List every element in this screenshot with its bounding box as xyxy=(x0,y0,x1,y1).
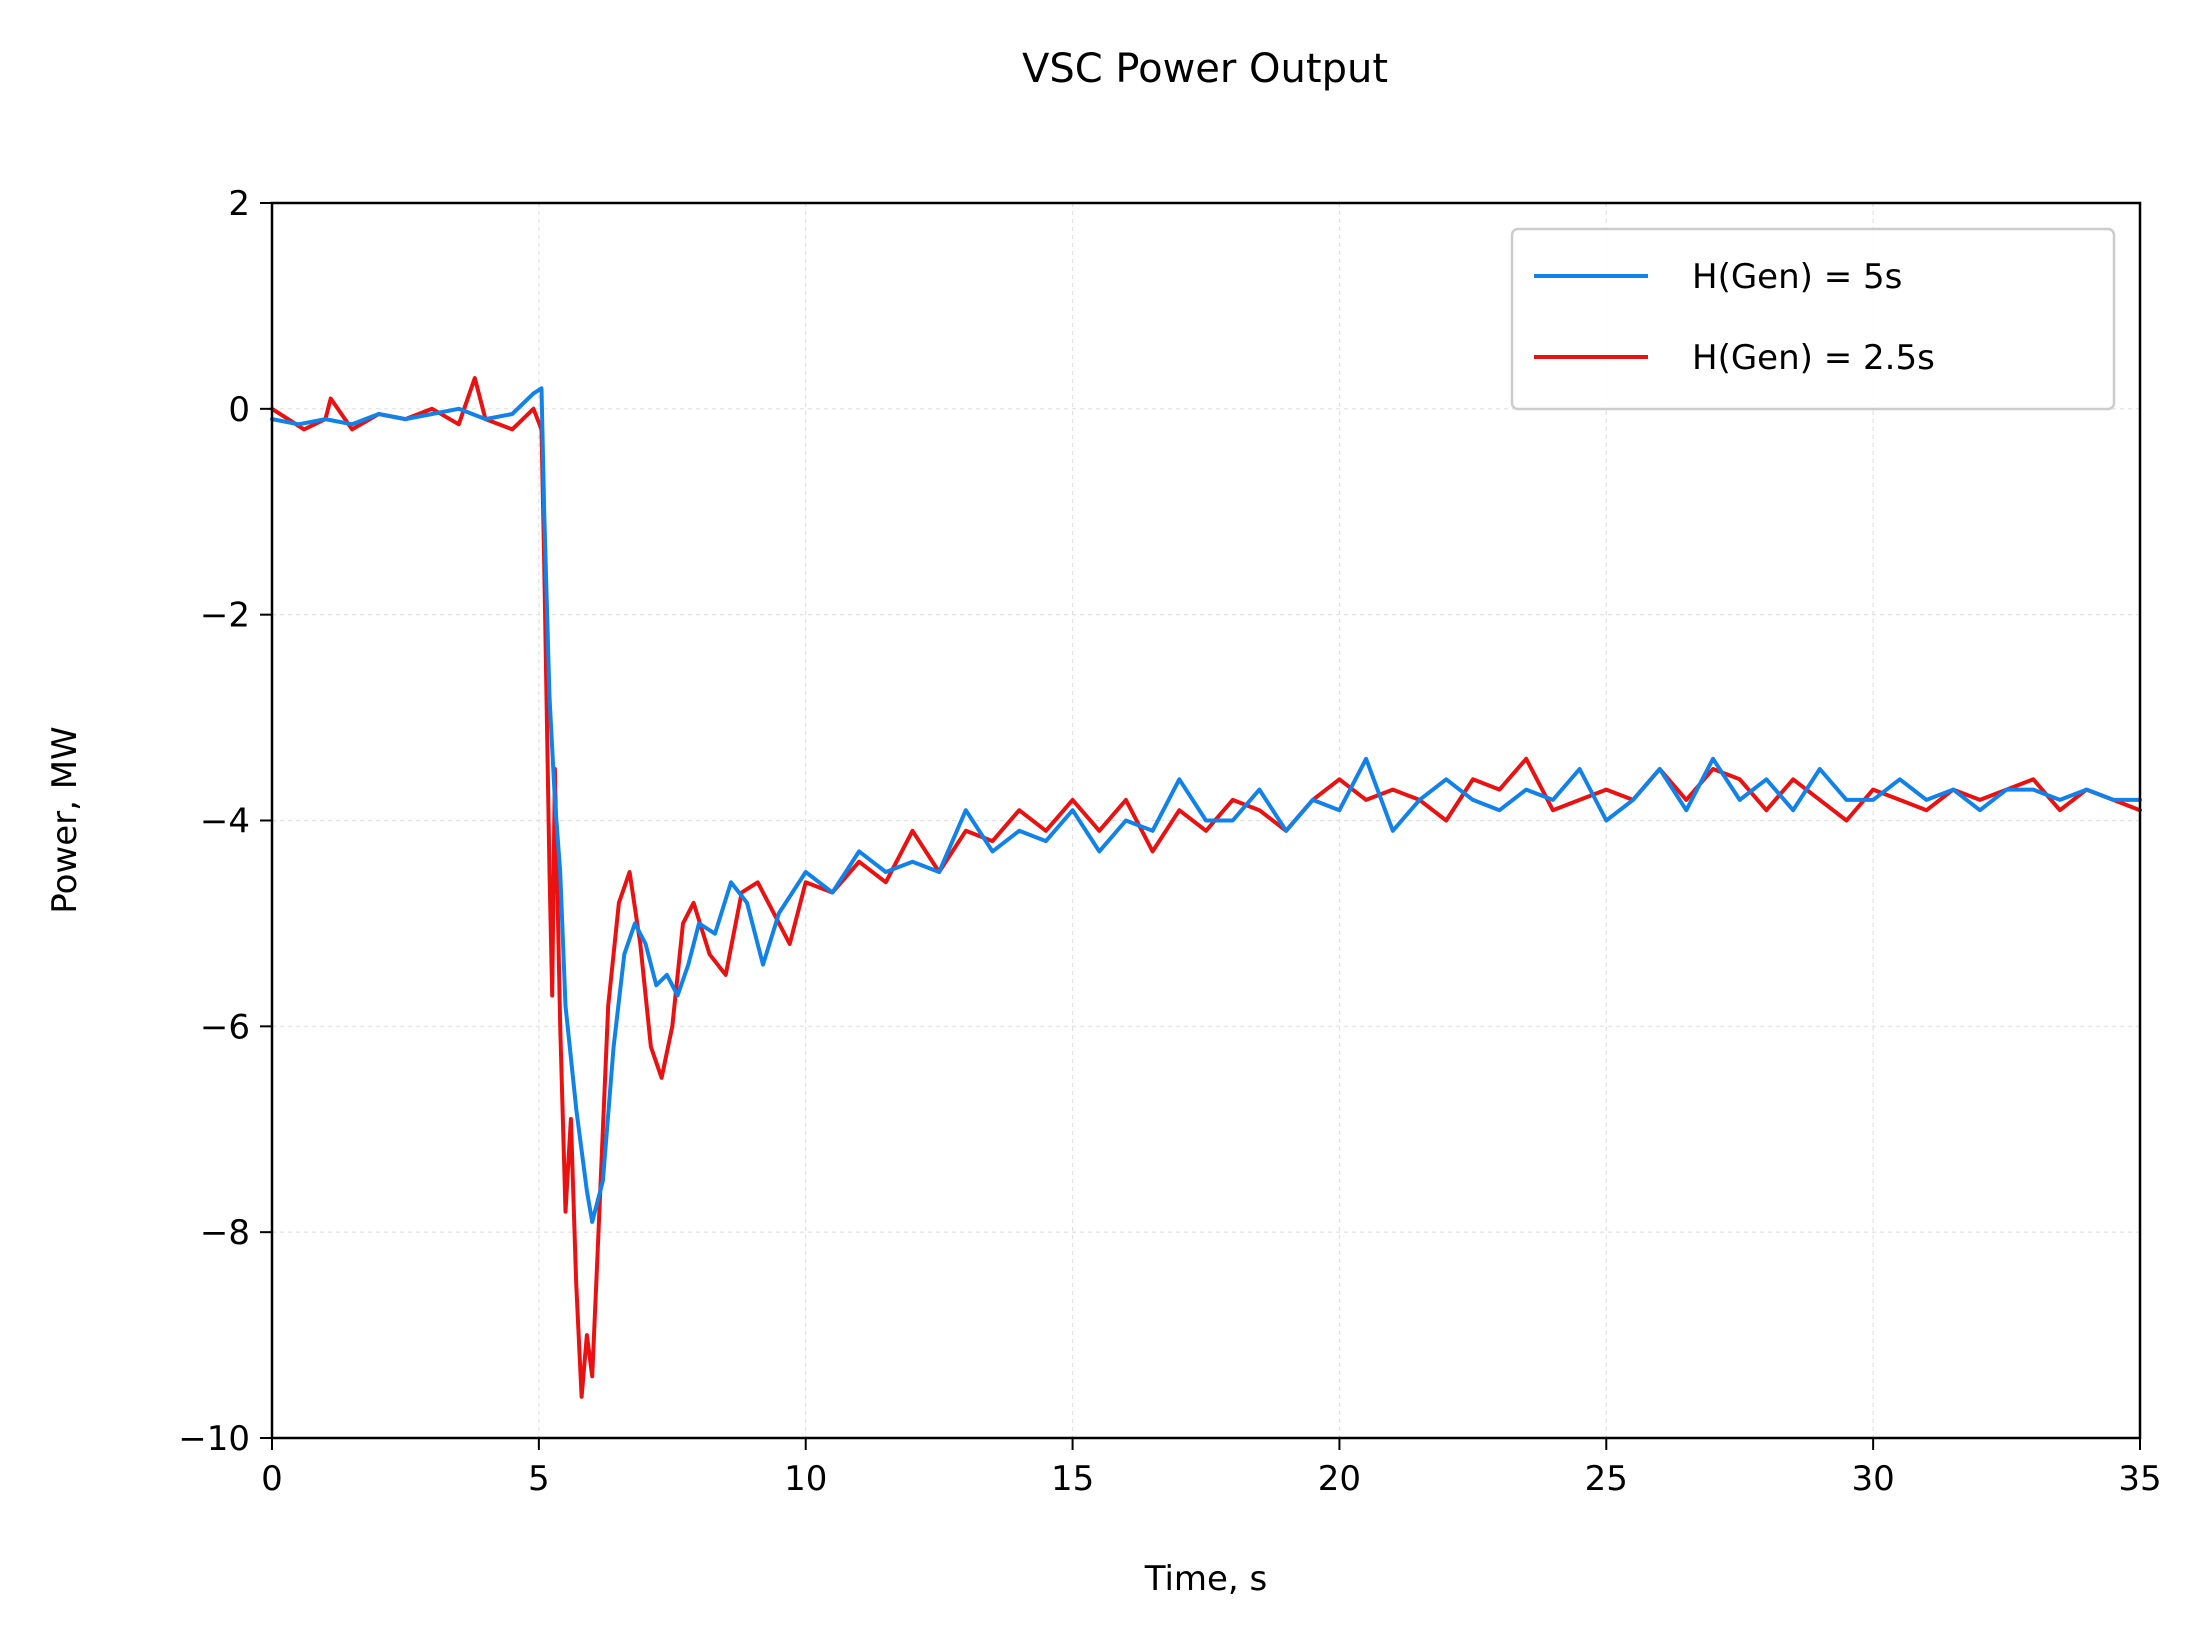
x-axis-title: Time, s xyxy=(1144,1559,1268,1599)
series-lines xyxy=(270,376,2142,1399)
x-tick-label: 0 xyxy=(261,1459,283,1499)
x-tick-label: 15 xyxy=(1051,1459,1094,1499)
chart-title: VSC Power Output xyxy=(1022,46,1388,92)
legend-label-h-gen-5s: H(Gen) = 5s xyxy=(1692,257,1902,297)
x-tick-label: 30 xyxy=(1852,1459,1895,1499)
y-tick-label: −2 xyxy=(200,596,250,636)
x-tick-label: 20 xyxy=(1318,1459,1361,1499)
x-tick-label: 25 xyxy=(1585,1459,1628,1499)
y-tick-label: −4 xyxy=(200,802,250,842)
legend-box xyxy=(1510,227,2116,411)
y-tick-label: 2 xyxy=(228,184,250,224)
legend-label-h-gen-2-5s: H(Gen) = 2.5s xyxy=(1692,338,1935,378)
x-tick-label: 35 xyxy=(2118,1459,2161,1499)
legend: H(Gen) = 5s H(Gen) = 2.5s xyxy=(1510,227,2116,411)
y-tick-label: 0 xyxy=(228,390,250,430)
series-line-h-gen-2-5s xyxy=(270,376,2142,1399)
x-tick-label: 10 xyxy=(784,1459,827,1499)
x-tick-label: 5 xyxy=(528,1459,550,1499)
y-tick-label: −6 xyxy=(200,1007,250,1047)
y-axis-title: Power, MW xyxy=(45,726,85,913)
series-line-h-gen-5s xyxy=(270,386,2142,1224)
y-tick-label: −10 xyxy=(178,1419,250,1459)
y-tick-label: −8 xyxy=(200,1213,250,1253)
